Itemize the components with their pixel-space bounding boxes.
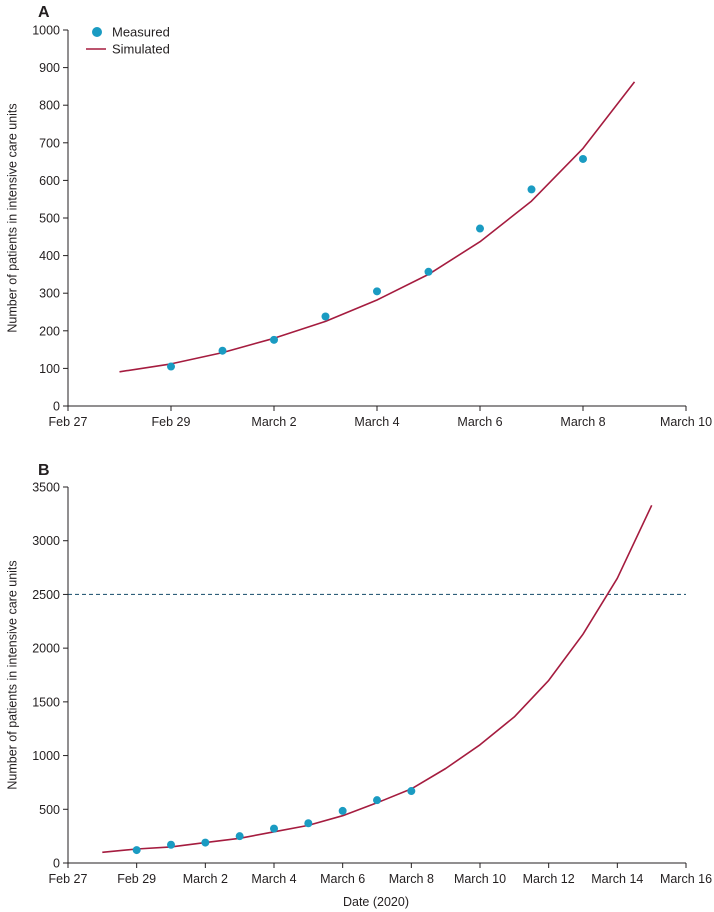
panel-a-y-tick-label: 0 <box>53 400 60 414</box>
panel-b-y-axis-label: Number of patients in intensive care uni… <box>5 560 19 789</box>
panel-b-x-tick-label: March 10 <box>454 872 506 886</box>
panel-b-y-tick-label: 1000 <box>32 749 60 763</box>
panel-b-x-axis-label: Date (2020) <box>343 895 409 909</box>
panel-b-y-ticks: 0 500 1000 1500 2000 2500 3000 3500 <box>32 481 68 871</box>
panel-a-y-tick-label: 1000 <box>32 24 60 38</box>
panel-b-y-tick-label: 0 <box>53 857 60 871</box>
panel-b-x-tick-label: March 12 <box>523 872 575 886</box>
panel-a-measured-point <box>270 335 278 344</box>
panel-b-label: B <box>38 462 50 479</box>
panel-a-x-tick-label: March 4 <box>354 415 399 429</box>
panel-a-series <box>119 81 636 373</box>
panel-a-x-tick-label: Feb 29 <box>152 415 191 429</box>
panel-a-measured-point <box>218 346 227 355</box>
panel-b-measured-point <box>304 819 313 828</box>
panel-a-y-tick-label: 900 <box>39 61 60 75</box>
panel-a-measured-point <box>373 287 381 296</box>
panel-b-x-tick-label: March 6 <box>320 872 365 886</box>
panel-b-y-tick-label: 500 <box>39 803 60 817</box>
panel-b-series <box>102 504 653 855</box>
panel-a-measured-point <box>321 312 330 321</box>
panel-b-x-tick-label: March 8 <box>389 872 434 886</box>
panel-b-measured-point <box>338 806 347 815</box>
panel-a-measured-point <box>527 185 536 194</box>
panel-a-x-tick-label: March 10 <box>660 415 712 429</box>
panel-b-x-tick-label: March 14 <box>591 872 643 886</box>
panel-b-x-tick-label: Feb 29 <box>117 872 156 886</box>
panel-a-x-tick-label: March 8 <box>560 415 605 429</box>
panel-a-y-tick-label: 500 <box>39 212 60 226</box>
legend: Measured Simulated <box>86 25 170 57</box>
panel-b-y-tick-label: 2000 <box>32 642 60 656</box>
panel-a-y-tick-label: 700 <box>39 136 60 150</box>
panel-a-y-tick-label: 600 <box>39 174 60 188</box>
panel-b-y-tick-label: 1500 <box>32 695 60 709</box>
panel-a-measured-point <box>167 362 175 371</box>
panel-a-measured-point <box>579 154 587 163</box>
panel-b-x-tick-label: Feb 27 <box>49 872 88 886</box>
panel-a-x-tick-label: March 6 <box>457 415 502 429</box>
panel-b-measured-point <box>167 840 175 849</box>
panel-a-y-tick-label: 200 <box>39 324 60 338</box>
legend-measured-marker <box>92 27 102 37</box>
panel-a-y-ticks: 0 100 200 300 400 500 600 700 800 900 1000 <box>32 24 68 414</box>
legend-measured-label: Measured <box>112 25 170 40</box>
panel-a-simulated-line <box>119 81 636 373</box>
legend-simulated-label: Simulated <box>112 42 170 57</box>
panel-b-measured-point <box>407 787 416 796</box>
panel-b-measured-point <box>235 832 244 841</box>
panel-a-measured-point <box>476 224 484 233</box>
panel-a-x-ticks: Feb 27 Feb 29 March 2 March 4 March 6 March 8… <box>49 406 712 429</box>
chart-panel-a: A 0 100 200 300 400 500 600 700 800 900 1000 Feb 2… <box>5 4 712 429</box>
panel-b-y-tick-label: 2500 <box>32 588 60 602</box>
panel-a-y-tick-label: 400 <box>39 249 60 263</box>
panel-a-y-tick-label: 100 <box>39 362 60 376</box>
panel-b-measured-point <box>201 838 210 847</box>
panel-b-axes <box>67 487 686 864</box>
panel-b-x-tick-label: March 16 <box>660 872 712 886</box>
panel-a-y-axis-label: Number of patients in intensive care uni… <box>5 103 19 332</box>
panel-a-axes <box>67 30 686 407</box>
panel-a-y-tick-label: 300 <box>39 287 60 301</box>
panel-a-x-tick-label: Feb 27 <box>49 415 88 429</box>
panel-b-x-ticks: Feb 27 Feb 29 March 2 March 4 March 6 March 8… <box>49 863 712 886</box>
panel-b-x-tick-label: March 4 <box>251 872 296 886</box>
panel-a-y-tick-label: 800 <box>39 99 60 113</box>
panel-b-y-tick-label: 3500 <box>32 481 60 495</box>
panel-a-measured-point <box>424 267 433 276</box>
panel-b-measured-point <box>373 796 381 805</box>
panel-b-x-tick-label: March 2 <box>183 872 228 886</box>
panel-b-y-tick-label: 3000 <box>32 534 60 548</box>
panel-a-label: A <box>38 4 50 21</box>
panel-b-measured-point <box>132 846 141 855</box>
panel-b-measured-point <box>270 824 278 833</box>
panel-a-x-tick-label: March 2 <box>251 415 296 429</box>
